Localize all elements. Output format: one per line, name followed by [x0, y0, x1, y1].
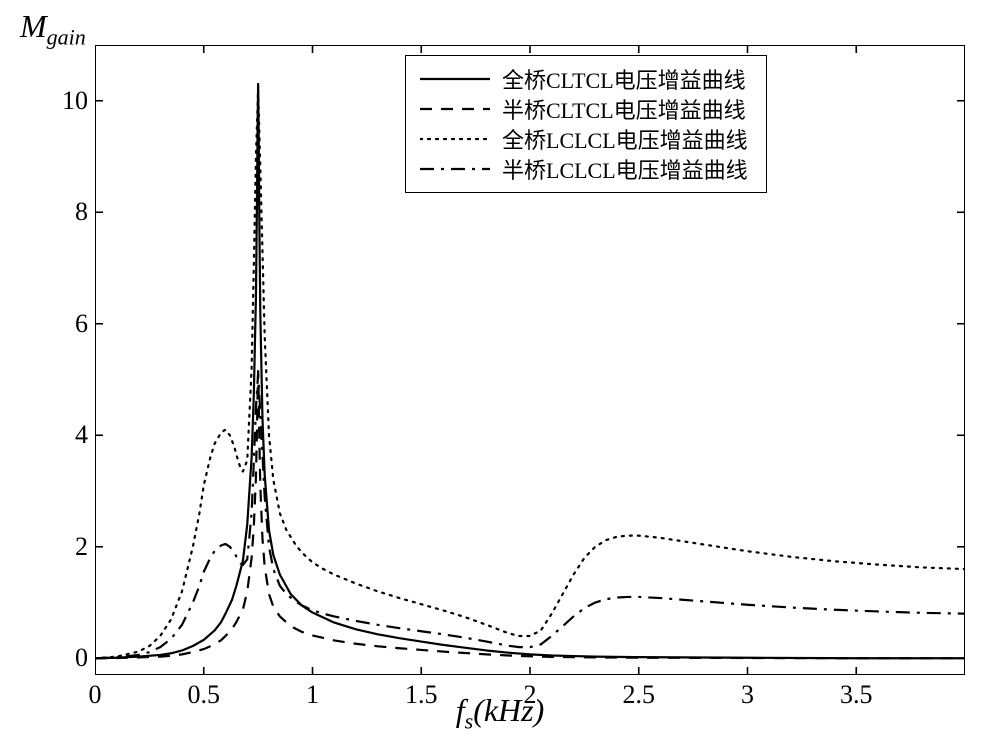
x-tick-label: 3 — [741, 680, 754, 710]
legend-item: 半桥CLTCL电压增益曲线 — [420, 94, 748, 124]
y-axis-label: Mgain — [20, 8, 86, 50]
x-tick-label: 2.5 — [623, 680, 656, 710]
y-tick-label: 4 — [28, 420, 88, 450]
legend-item: 半桥LCLCL电压增益曲线 — [420, 154, 748, 184]
x-tick-label: 0 — [89, 680, 102, 710]
x-tick-label: 1 — [306, 680, 319, 710]
legend-label: 半桥CLTCL电压增益曲线 — [502, 93, 746, 125]
y-tick-label: 10 — [28, 86, 88, 116]
legend-label: 全桥LCLCL电压增益曲线 — [502, 123, 748, 155]
x-tick-label: 3.5 — [840, 680, 873, 710]
legend-swatch — [420, 159, 490, 179]
legend: 全桥CLTCL电压增益曲线半桥CLTCL电压增益曲线全桥LCLCL电压增益曲线半… — [405, 55, 767, 193]
x-tick-label: 0.5 — [188, 680, 221, 710]
y-tick-label: 0 — [28, 643, 88, 673]
y-tick-label: 8 — [28, 197, 88, 227]
legend-swatch — [420, 129, 490, 149]
x-tick-label: 2 — [524, 680, 537, 710]
x-tick-label: 1.5 — [405, 680, 438, 710]
y-tick-label: 6 — [28, 309, 88, 339]
legend-item: 全桥CLTCL电压增益曲线 — [420, 64, 748, 94]
legend-label: 半桥LCLCL电压增益曲线 — [502, 153, 748, 185]
legend-swatch — [420, 99, 490, 119]
legend-item: 全桥LCLCL电压增益曲线 — [420, 124, 748, 154]
legend-swatch — [420, 69, 490, 89]
legend-label: 全桥CLTCL电压增益曲线 — [502, 63, 746, 95]
figure: Mgain fs(kHz) 0246810 00.511.522.533.5 全… — [0, 0, 1000, 740]
y-tick-label: 2 — [28, 532, 88, 562]
